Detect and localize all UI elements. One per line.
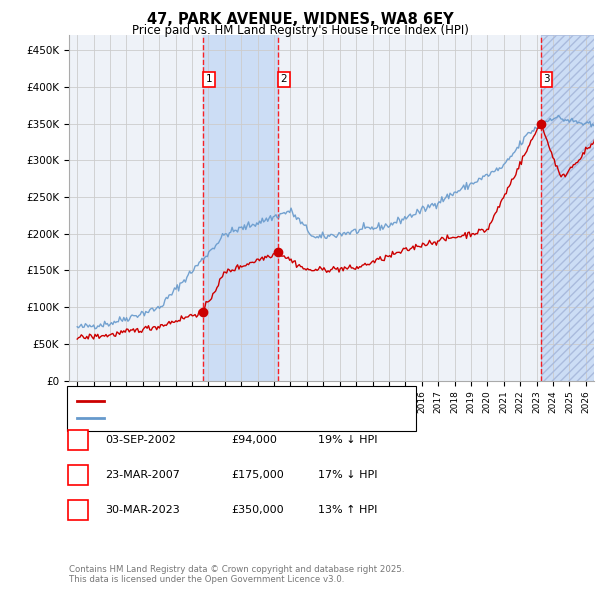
Text: HPI: Average price, detached house, Halton: HPI: Average price, detached house, Halt… (112, 413, 339, 422)
Text: 17% ↓ HPI: 17% ↓ HPI (318, 470, 377, 480)
Text: Price paid vs. HM Land Registry's House Price Index (HPI): Price paid vs. HM Land Registry's House … (131, 24, 469, 37)
Text: 47, PARK AVENUE, WIDNES, WA8 6EY (detached house): 47, PARK AVENUE, WIDNES, WA8 6EY (detach… (112, 396, 400, 406)
Text: 47, PARK AVENUE, WIDNES, WA8 6EY: 47, PARK AVENUE, WIDNES, WA8 6EY (146, 12, 454, 27)
Text: 23-MAR-2007: 23-MAR-2007 (105, 470, 180, 480)
Text: Contains HM Land Registry data © Crown copyright and database right 2025.
This d: Contains HM Land Registry data © Crown c… (69, 565, 404, 584)
Text: 03-SEP-2002: 03-SEP-2002 (105, 435, 176, 444)
Text: 2: 2 (74, 470, 82, 480)
Text: £350,000: £350,000 (231, 506, 284, 515)
Text: 13% ↑ HPI: 13% ↑ HPI (318, 506, 377, 515)
Text: 30-MAR-2023: 30-MAR-2023 (105, 506, 180, 515)
Text: 1: 1 (74, 435, 82, 444)
Bar (203, 35, 278, 381)
Text: 2: 2 (280, 74, 287, 84)
Text: £175,000: £175,000 (231, 470, 284, 480)
Text: £94,000: £94,000 (231, 435, 277, 444)
Text: 19% ↓ HPI: 19% ↓ HPI (318, 435, 377, 444)
Text: 1: 1 (205, 74, 212, 84)
Bar (541, 35, 594, 381)
Text: 3: 3 (543, 74, 550, 84)
Text: 3: 3 (74, 506, 82, 515)
Bar (541, 35, 594, 381)
